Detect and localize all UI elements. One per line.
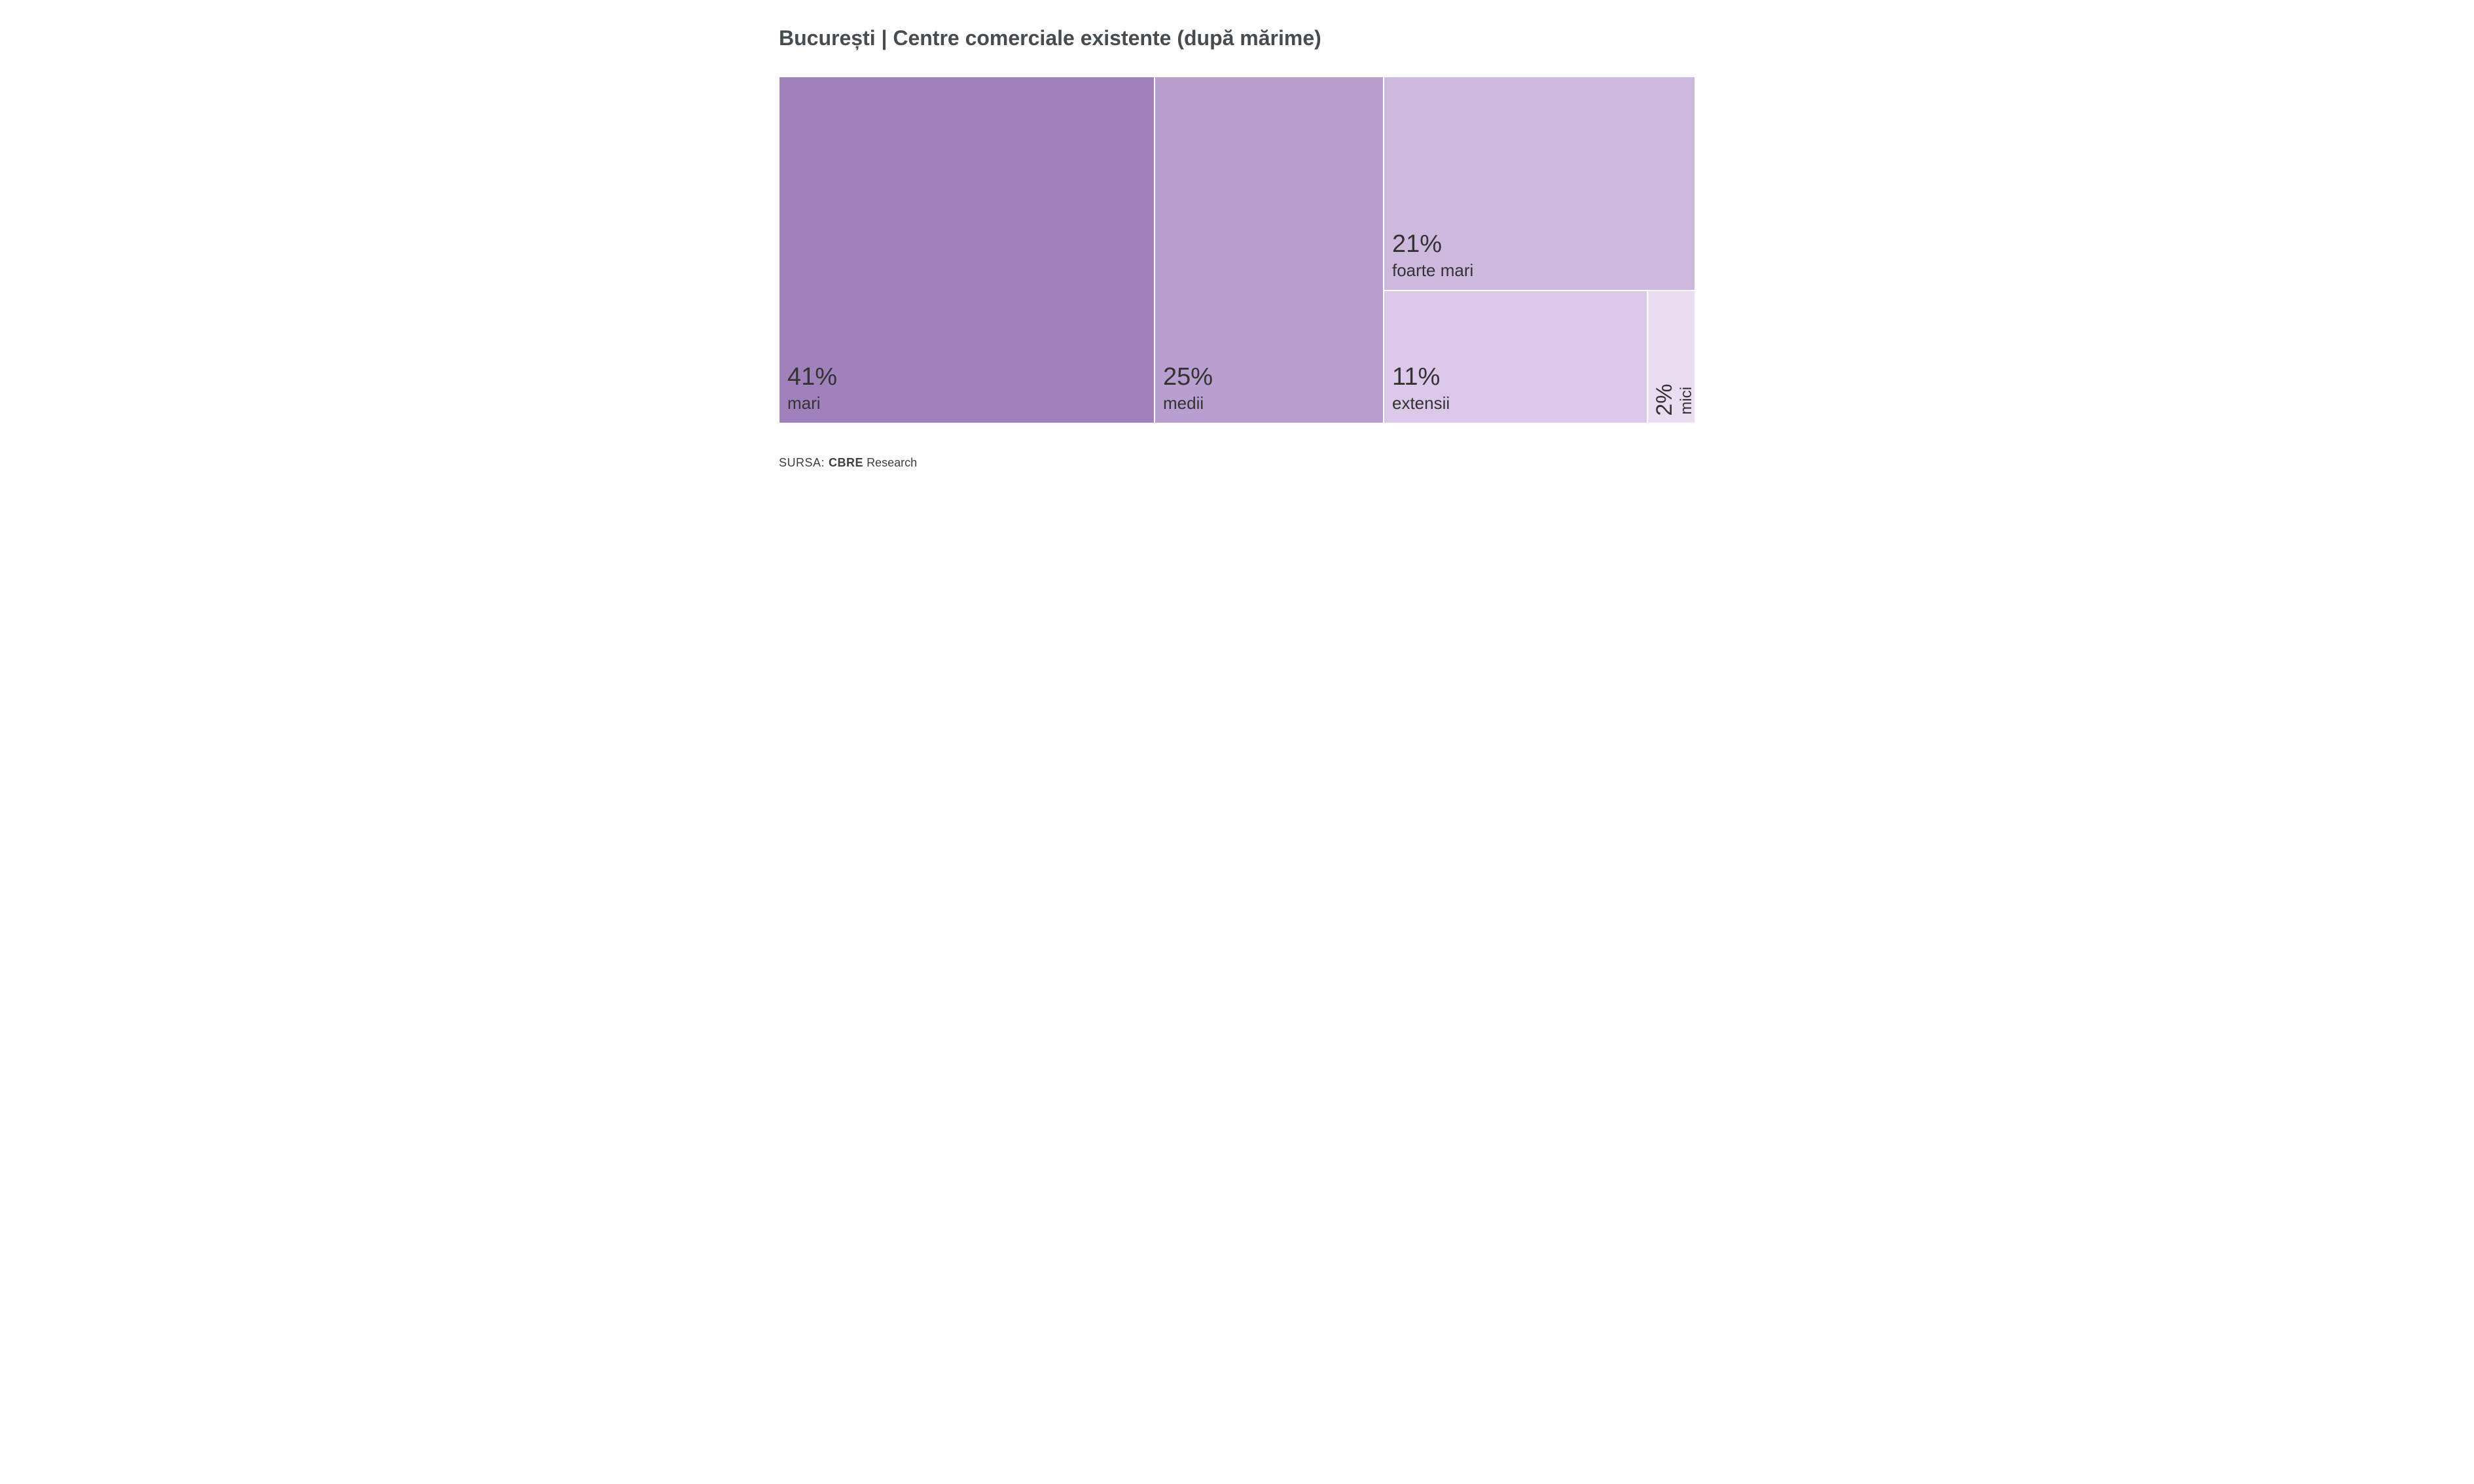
cell-value-mici: 2%: [1652, 384, 1677, 416]
cell-value-mari: 41%: [787, 363, 1146, 392]
cell-label-medii: medii: [1163, 393, 1375, 414]
source-brand: CBRE: [829, 456, 863, 469]
treemap-cell-medii: 25%medii: [1155, 77, 1384, 423]
cell-label-foarte-mari: foarte mari: [1392, 260, 1687, 281]
source-line: SURSA: CBRE Research: [779, 456, 1695, 470]
treemap-cell-mici: 2%mici: [1647, 291, 1695, 423]
treemap-cell-mari: 41%mari: [779, 77, 1155, 423]
cell-label-extensii: extensii: [1392, 393, 1639, 414]
treemap-cell-foarte-mari: 21%foarte mari: [1384, 77, 1695, 291]
cell-value-extensii: 11%: [1392, 363, 1639, 392]
cell-label-mari: mari: [787, 393, 1146, 414]
cell-label-mici: mici: [1677, 387, 1696, 415]
source-prefix: SURSA:: [779, 456, 825, 470]
treemap-cell-extensii: 11%extensii: [1384, 291, 1647, 423]
source-suffix: Research: [867, 456, 917, 469]
cell-value-foarte-mari: 21%: [1392, 230, 1687, 259]
chart-container: București | Centre comerciale existente …: [779, 26, 1695, 470]
chart-title: București | Centre comerciale existente …: [779, 26, 1695, 50]
cell-value-medii: 25%: [1163, 363, 1375, 392]
treemap: 41%mari25%medii21%foarte mari11%extensii…: [779, 77, 1695, 423]
